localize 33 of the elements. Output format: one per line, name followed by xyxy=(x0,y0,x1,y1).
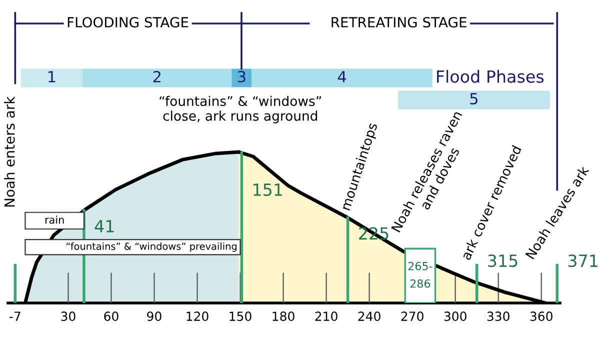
series-label: 4 xyxy=(338,71,346,82)
x-tick-label: 120 xyxy=(186,312,208,322)
annotation: FLOODING STAGE xyxy=(68,17,188,28)
band-label: “fountains” & “windows” prevailing xyxy=(66,242,237,252)
ref-line-label: 41 xyxy=(94,220,114,232)
x-tick-label: 270 xyxy=(401,312,424,322)
annotation: Noah enters ark xyxy=(4,96,15,207)
x-tick-label: 240 xyxy=(358,312,380,322)
bar xyxy=(252,68,432,88)
ref-line-label: 371 xyxy=(568,254,598,268)
annotation: RETREATING STAGE xyxy=(332,17,466,28)
bar xyxy=(82,68,232,88)
x-tick-label: 30 xyxy=(61,312,76,322)
series-label: 3 xyxy=(238,70,246,82)
x-tick-label: 150 xyxy=(230,312,252,322)
x-tick-label: 300 xyxy=(444,312,466,322)
series-label: 2 xyxy=(153,70,160,82)
x-tick-label: 60 xyxy=(104,312,118,322)
x-tick-label: -7 xyxy=(10,312,20,321)
series-label: 1 xyxy=(48,71,56,82)
x-tick-label: 210 xyxy=(315,312,338,322)
band-label: 265- 286 xyxy=(408,262,432,288)
annotation: “fountains” & “windows” close, ark runs aground xyxy=(160,96,322,124)
x-tick-label: 180 xyxy=(272,312,294,322)
band-label: rain xyxy=(45,216,64,224)
x-tick-label: 90 xyxy=(147,312,162,322)
bar xyxy=(20,68,83,88)
series-label: 5 xyxy=(470,93,478,104)
ref-line-label: 315 xyxy=(488,254,518,268)
x-tick-label: 360 xyxy=(530,312,552,322)
annotation: Flood Phases xyxy=(437,70,544,83)
ref-line-label: 151 xyxy=(254,184,282,196)
x-tick-label: 330 xyxy=(487,312,510,322)
